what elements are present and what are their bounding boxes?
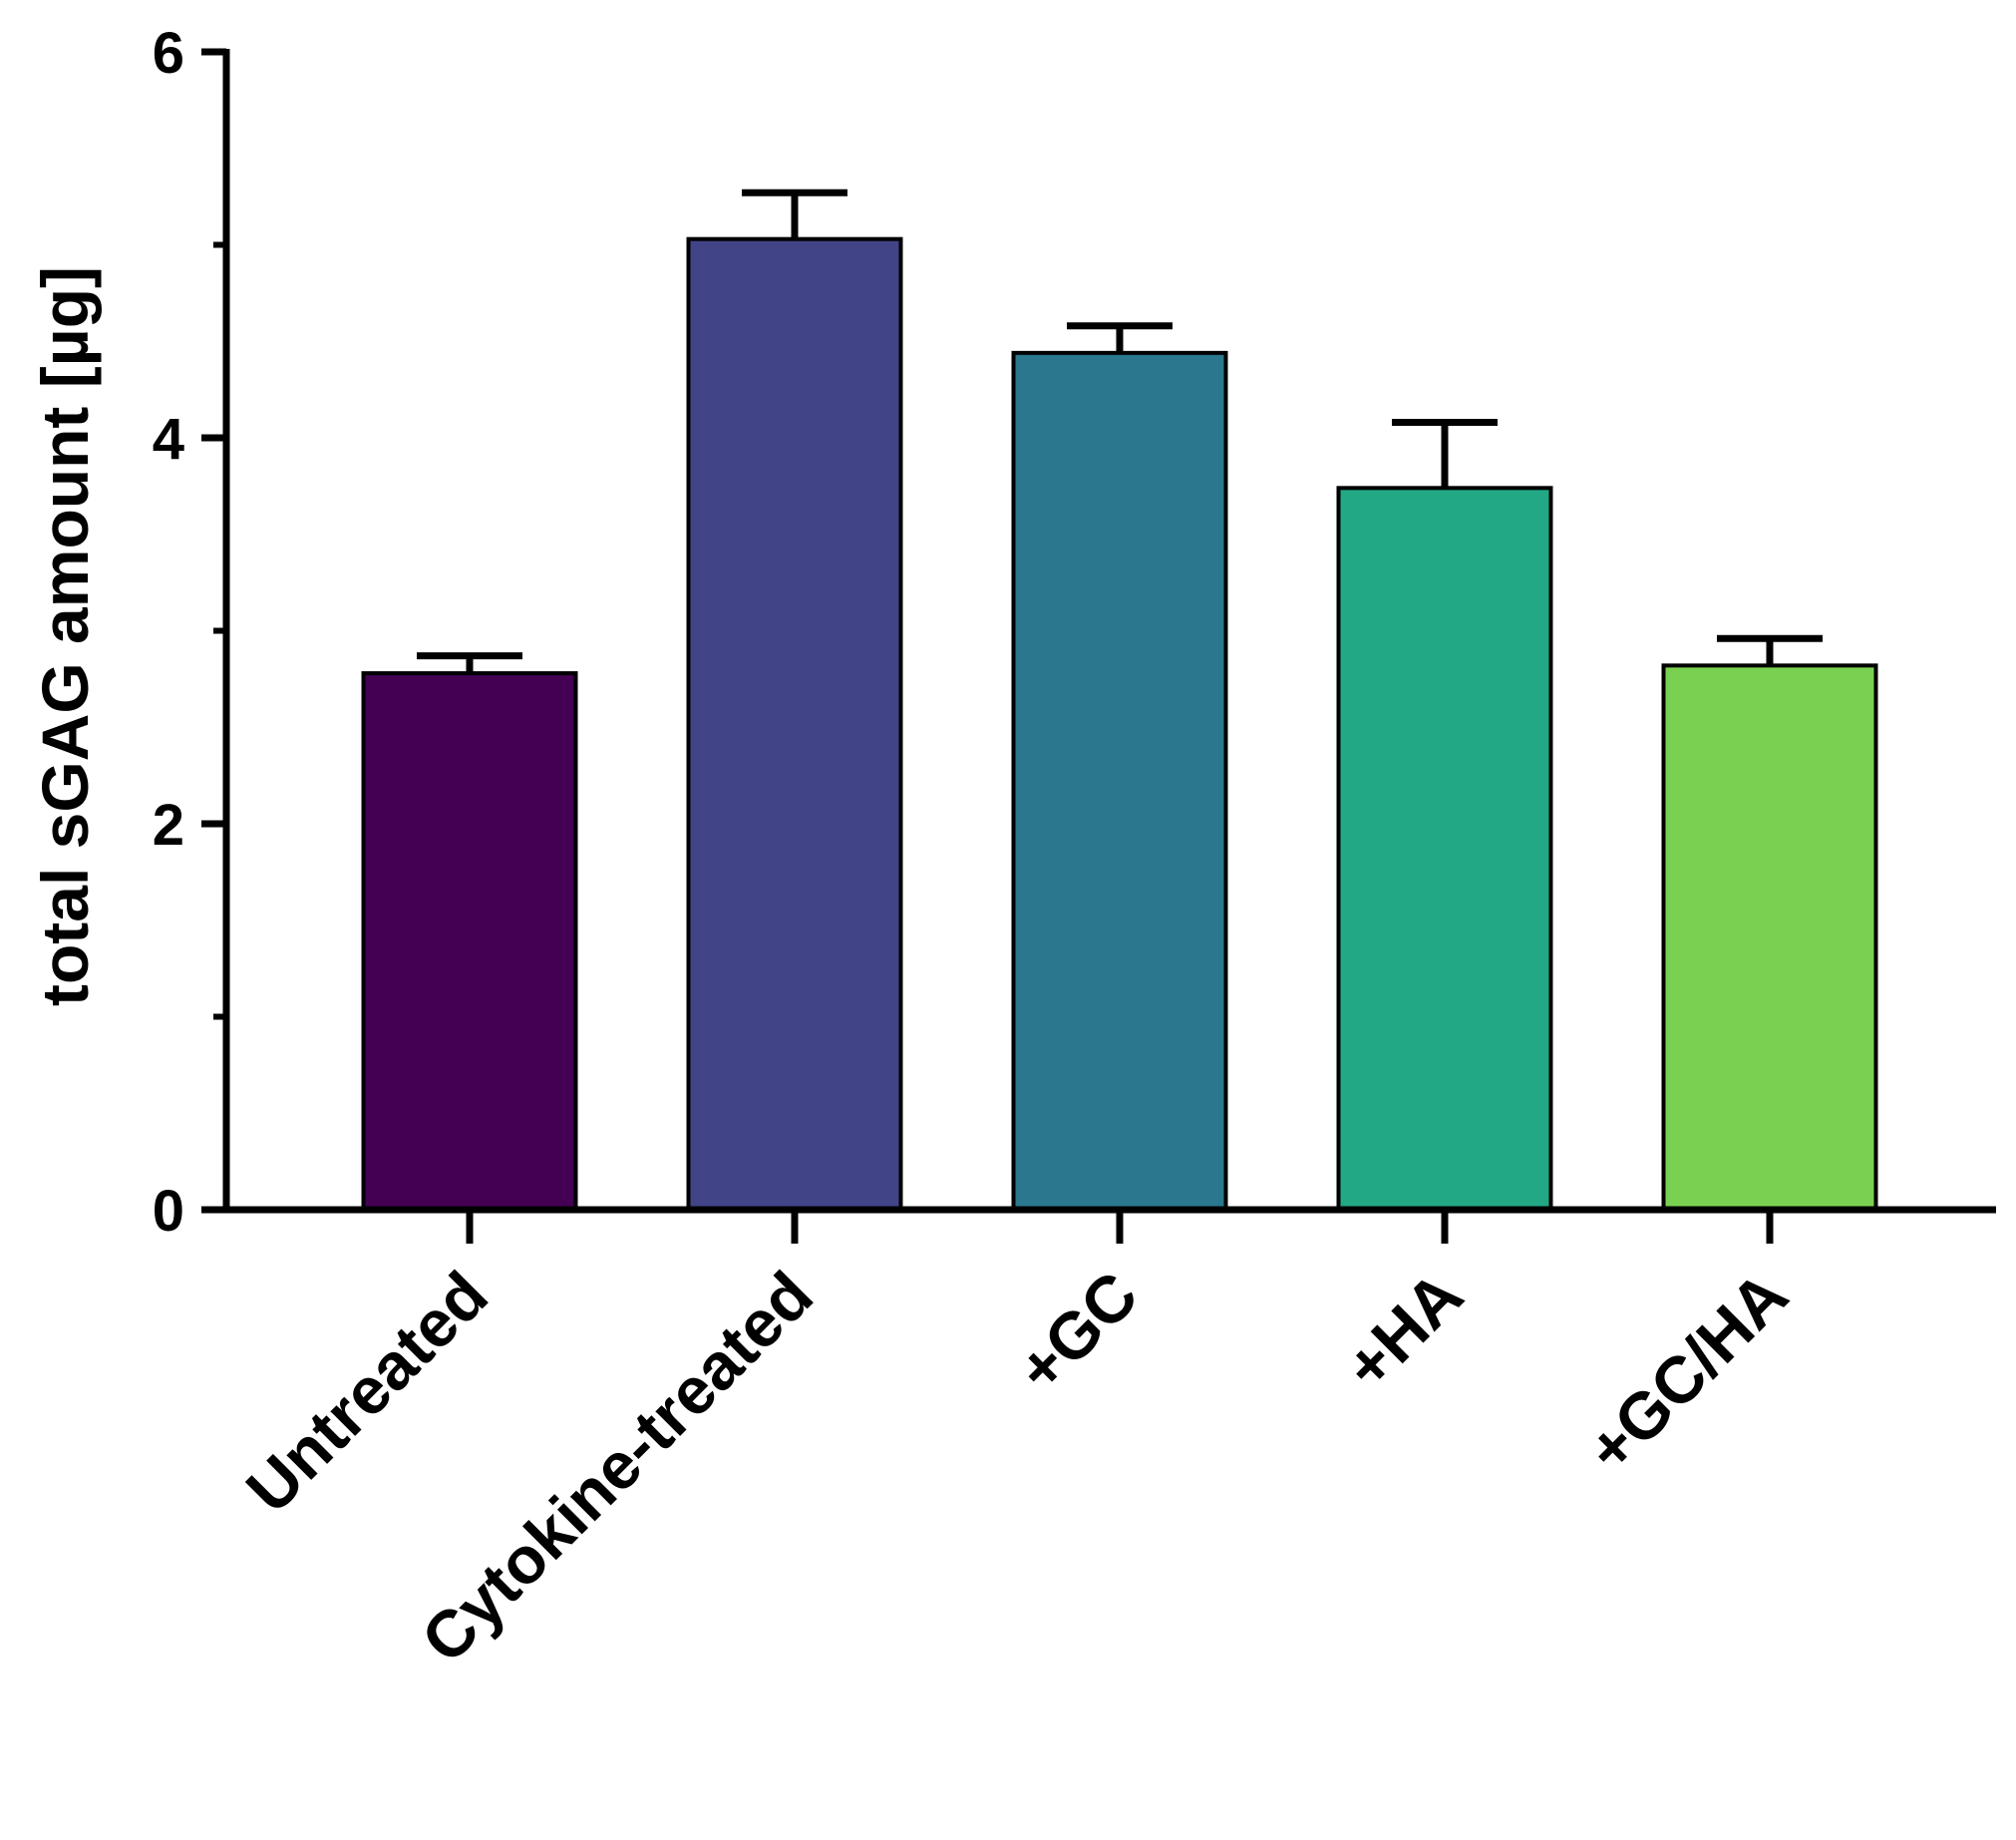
y-axis-title: total sGAG amount [µg] bbox=[28, 266, 102, 1006]
y-tick-label-0: 0 bbox=[153, 1179, 184, 1244]
y-tick-label-2: 2 bbox=[153, 793, 184, 858]
x-tick-label-4: +GC/HA bbox=[1572, 1258, 1802, 1487]
bar-1 bbox=[686, 236, 903, 1212]
bar-2 bbox=[1011, 350, 1228, 1212]
x-tick-label-3: +HA bbox=[1330, 1258, 1477, 1404]
bar-3 bbox=[1336, 486, 1553, 1212]
x-tick-label-0: Untreated bbox=[232, 1258, 502, 1527]
y-tick-label-4: 4 bbox=[153, 407, 184, 472]
bar-4 bbox=[1661, 663, 1878, 1212]
y-tick-label-6: 6 bbox=[153, 21, 184, 86]
bar-0 bbox=[361, 671, 578, 1212]
x-tick-label-2: +GC bbox=[1002, 1258, 1152, 1407]
